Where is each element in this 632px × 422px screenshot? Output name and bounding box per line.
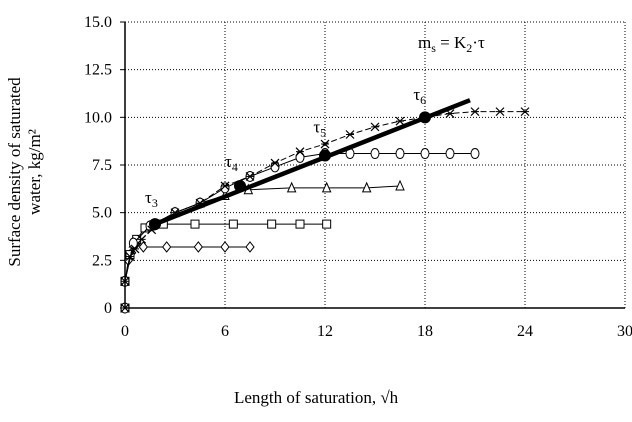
x-tick-label-0: 0 (121, 323, 129, 340)
tau-label-5: τ5 (313, 118, 326, 140)
series-square-point-9 (296, 220, 304, 228)
trend-marker-1 (234, 180, 246, 192)
series-star-point-4 (138, 235, 146, 243)
series-diamond-line (125, 243, 250, 308)
series-star-point-13 (346, 130, 354, 138)
series-circle-point-12 (371, 149, 379, 159)
series-diamond-point-6 (163, 242, 171, 252)
y-tick-label-6: 15.0 (84, 14, 112, 31)
tick-labels: 0 2.5 5.0 7.5 10.0 12.5 15.0 0 6 12 18 24 30 (84, 14, 632, 340)
trend-marker-3 (419, 111, 431, 123)
series-star-point-20 (521, 108, 529, 116)
series-circle-line (125, 154, 475, 308)
y-tick-label-1: 2.5 (92, 252, 112, 269)
x-axis-label: Length of saturation, √h (234, 388, 399, 407)
x-tick-label-3: 18 (417, 323, 433, 340)
series-square-point-7 (229, 220, 237, 228)
y-axis-label-group: Surface density of saturated water, kg/m… (5, 77, 44, 267)
x-tick-label-1: 6 (221, 323, 229, 340)
y-tick-label-3: 7.5 (92, 157, 112, 174)
series-star-point-14 (371, 123, 379, 131)
x-tick-label-2: 12 (317, 323, 333, 340)
annotations: τ3 τ4 τ5 τ6 (145, 85, 426, 210)
y-tick-label-5: 12.5 (84, 62, 112, 79)
series-circle-point-16 (471, 149, 479, 159)
series-star-point-12 (321, 140, 329, 148)
tau-label-3: τ3 (145, 188, 158, 210)
y-tick-label-4: 10.0 (84, 109, 112, 126)
y-tick-label-0: 0 (104, 300, 112, 317)
series-star-point-18 (471, 108, 479, 116)
series-circle-point-15 (446, 149, 454, 159)
series-square-point-8 (268, 220, 276, 228)
tau-label-4: τ4 (225, 152, 238, 174)
series-square-line (125, 224, 327, 308)
y-tick-label-2: 5.0 (92, 205, 112, 222)
series-diamond-point-9 (246, 242, 254, 252)
series-diamond-point-8 (221, 242, 229, 252)
y-axis-label-line1: Surface density of saturated (5, 77, 24, 267)
grid-lines (125, 22, 625, 308)
series-diamond-point-7 (194, 242, 202, 252)
formula-label: ms = K2·τ (418, 33, 485, 55)
series-circle-point-14 (421, 149, 429, 159)
series-star-line (125, 112, 525, 308)
tau-label-6: τ6 (413, 85, 426, 107)
axes-layer (120, 22, 625, 308)
series-square-point-6 (191, 220, 199, 228)
series-star-point-15 (396, 117, 404, 125)
x-tick-label-4: 24 (517, 323, 533, 340)
series-triangle-point-11 (396, 181, 404, 190)
series-star-point-19 (496, 108, 504, 116)
trend-marker-0 (149, 218, 161, 230)
x-tick-label-5: 30 (617, 323, 632, 340)
y-axis-label-line2: water, kg/m² (25, 129, 44, 215)
series-circle-point-13 (396, 149, 404, 159)
trend-marker-2 (319, 149, 331, 161)
series-square-point-10 (323, 220, 331, 228)
